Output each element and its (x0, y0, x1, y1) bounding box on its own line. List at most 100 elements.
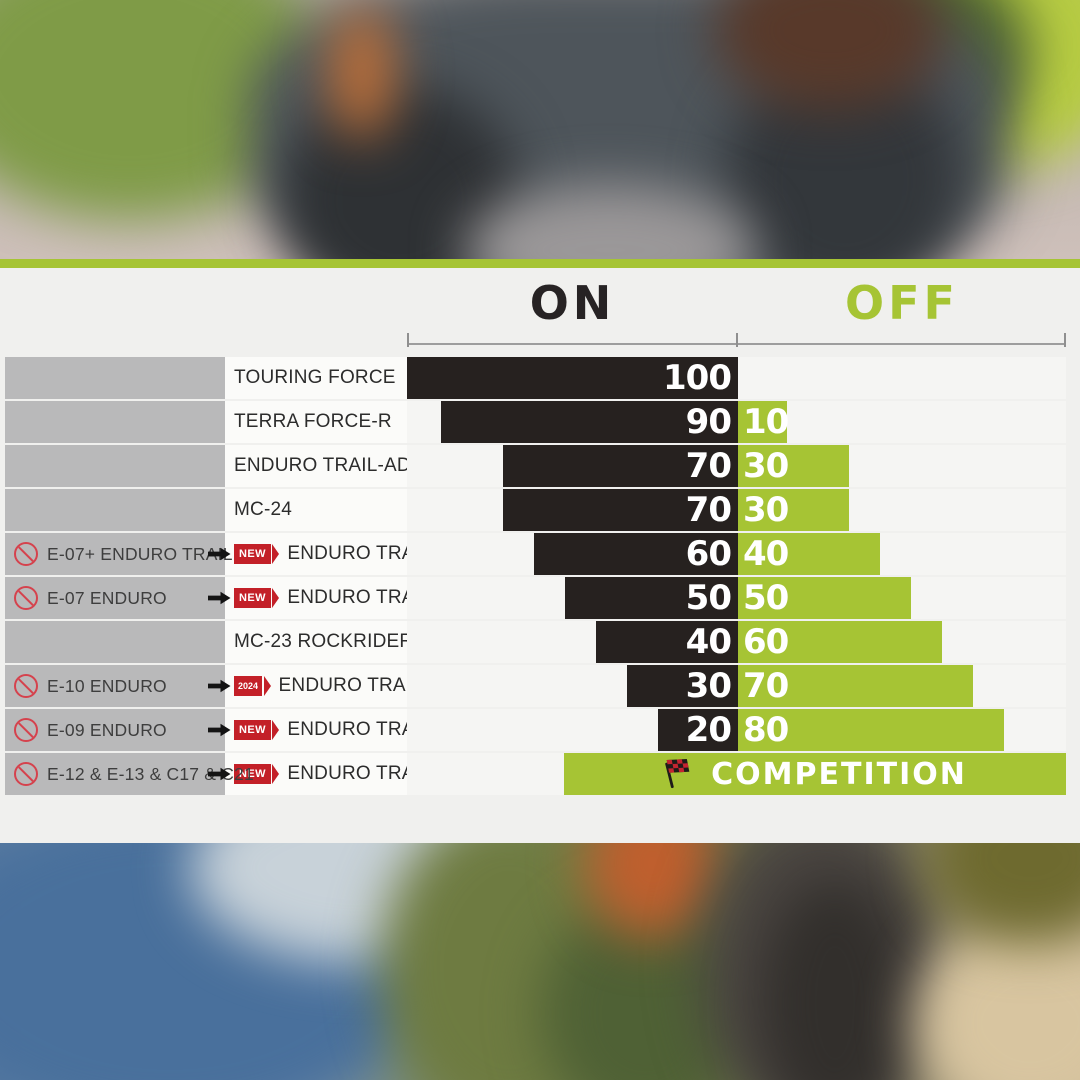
prohibited-icon (14, 718, 38, 742)
off-road-value: 10 (743, 402, 789, 442)
badge-label: NEW (234, 588, 271, 608)
bottom-photo (0, 843, 1080, 1080)
chart-band: ON OFF TOURING FORCE 100 TERRA FORCE-R 90 10… (0, 268, 1080, 843)
on-road-bar: 50 (565, 577, 738, 619)
arrow-right-icon (208, 723, 231, 737)
old-model-cell (5, 489, 225, 531)
on-road-value: 20 (685, 710, 732, 750)
replaced-by-arrow (208, 767, 231, 781)
on-road-value: 40 (685, 622, 732, 662)
axis-tick (736, 333, 738, 347)
model-label: MC-24 (234, 499, 293, 520)
old-model-label: E-10 ENDURO (47, 675, 167, 696)
old-model-cell (5, 621, 225, 663)
badge-label: NEW (234, 720, 271, 740)
badge-label: NEW (234, 764, 271, 784)
new-badge: NEW (234, 764, 280, 784)
axis-line (407, 333, 1066, 347)
old-model-label: E-07+ ENDURO TRAIL (47, 543, 233, 564)
on-road-bar: 60 (534, 533, 738, 575)
on-road-bar: 30 (627, 665, 738, 707)
badge-tail (272, 720, 280, 740)
model-label: ENDURO TRAIL (287, 587, 431, 608)
on-road-value: 100 (663, 358, 732, 398)
off-road-value: 70 (743, 666, 789, 706)
model-cell: MC-24 (225, 489, 407, 531)
on-road-bar: 40 (596, 621, 738, 663)
competition-bar: COMPETITION (564, 753, 1066, 795)
arrow-right-icon (208, 591, 231, 605)
model-cell: NEW ENDURO TRAIL-XT+ (225, 709, 473, 751)
old-model-label: E-12 & E-13 & C17 & C21 (47, 763, 254, 784)
old-model-label: E-09 ENDURO (47, 719, 167, 740)
table-row: TOURING FORCE 100 (5, 357, 1066, 399)
old-model-cell (5, 401, 225, 443)
badge-tail (272, 544, 280, 564)
year-badge: 2024 (234, 676, 271, 696)
badge-tail (263, 676, 271, 696)
old-model-cell: E-12 & E-13 & C17 & C21 (5, 753, 254, 795)
off-road-value: 40 (743, 534, 789, 574)
photo-blur-blob (330, 5, 394, 140)
prohibited-icon (14, 762, 38, 786)
table-row: E-10 ENDURO 2024 ENDURO TRAIL-XT 30 70 (5, 665, 1066, 707)
bar-cell: 40 60 (407, 621, 1066, 663)
badge-tail (272, 764, 280, 784)
model-cell: TOURING FORCE (225, 357, 407, 399)
table-row: E-12 & E-13 & C17 & C21 NEW ENDURO TRAIL-R… (5, 753, 1066, 795)
green-divider-strip (0, 259, 1080, 268)
model-cell: NEW ENDURO TRAIL-RALLY (225, 753, 497, 795)
photo-blur-blob (915, 918, 1080, 1080)
photo-blur-blob (925, 843, 1080, 943)
on-road-header: ON (529, 276, 616, 330)
off-road-bar: 30 (738, 489, 849, 531)
off-road-bar: 50 (738, 577, 911, 619)
old-model-cell (5, 445, 225, 487)
old-model-cell: E-07 ENDURO (5, 577, 231, 619)
on-road-bar: 90 (441, 401, 738, 443)
off-road-value: 60 (743, 622, 789, 662)
bar-cell: 30 70 (407, 665, 1066, 707)
model-label: TERRA FORCE-R (234, 411, 392, 432)
competition-label: COMPETITION (711, 756, 967, 792)
on-road-value: 70 (685, 490, 732, 530)
badge-label: NEW (234, 544, 271, 564)
old-model-cell (5, 357, 225, 399)
bar-cell: COMPETITION (407, 753, 1066, 795)
model-cell: NEW ENDURO TRAIL+ (225, 533, 442, 575)
model-label: ENDURO TRAIL-ADV (234, 455, 424, 476)
model-cell: TERRA FORCE-R (225, 401, 407, 443)
table-row: MC-23 ROCKRIDER 40 60 (5, 621, 1066, 663)
photo-blur-blob (760, 878, 910, 1080)
on-road-bar: 100 (407, 357, 738, 399)
model-label: ENDURO TRAIL+ (287, 543, 443, 564)
axis-tick (407, 333, 409, 347)
old-model-cell: E-09 ENDURO (5, 709, 231, 751)
model-cell: NEW ENDURO TRAIL (225, 577, 431, 619)
prohibited-icon (14, 542, 38, 566)
table-row: E-09 ENDURO NEW ENDURO TRAIL-XT+ 20 80 (5, 709, 1066, 751)
on-road-value: 60 (685, 534, 732, 574)
top-photo (0, 0, 1080, 259)
badge-tail (272, 588, 280, 608)
table-row: MC-24 70 30 (5, 489, 1066, 531)
off-road-bar: 40 (738, 533, 880, 575)
on-road-value: 70 (685, 446, 732, 486)
off-road-value: 30 (743, 446, 789, 486)
arrow-right-icon (208, 547, 231, 561)
replaced-by-arrow (208, 591, 231, 605)
arrow-right-icon (208, 679, 231, 693)
model-label: TOURING FORCE (234, 367, 396, 388)
on-road-value: 50 (685, 578, 732, 618)
table-row: E-07+ ENDURO TRAIL NEW ENDURO TRAIL+ 60 40 (5, 533, 1066, 575)
off-road-bar: 60 (738, 621, 942, 663)
bar-cell: 70 30 (407, 445, 1066, 487)
replaced-by-arrow (208, 679, 231, 693)
on-road-value: 30 (685, 666, 732, 706)
off-road-value: 50 (743, 578, 789, 618)
model-cell: 2024 ENDURO TRAIL-XT (225, 665, 453, 707)
bar-cell: 90 10 (407, 401, 1066, 443)
old-model-cell: E-07+ ENDURO TRAIL (5, 533, 232, 575)
old-model-label: E-07 ENDURO (47, 587, 167, 608)
